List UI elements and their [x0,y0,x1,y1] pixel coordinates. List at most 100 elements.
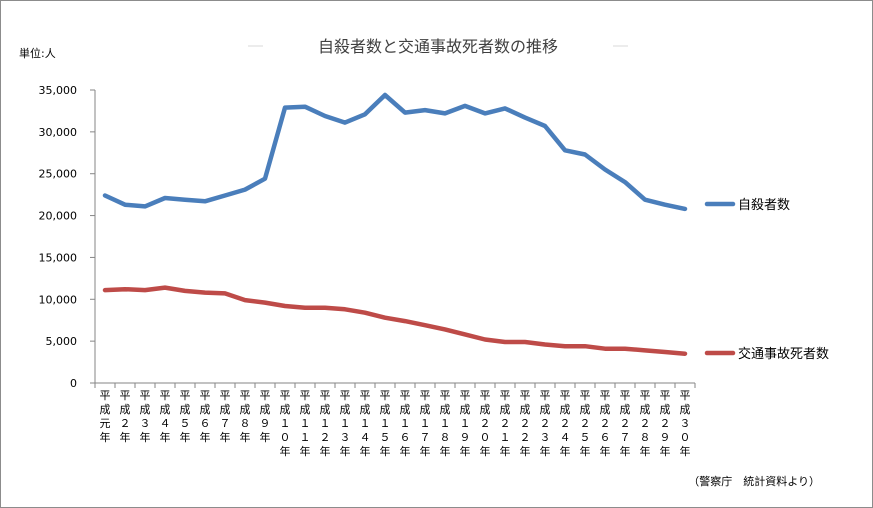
x-tick-label: 平成２８年 [640,389,651,458]
data-point [104,289,106,291]
data-point [284,305,286,307]
data-point [444,112,446,114]
y-axis-ticks: 0 5,000 10,000 15,000 20,000 25,000 30,000 35,0… [39,84,95,390]
data-point [404,320,406,322]
series-line-1 [102,92,688,212]
data-point [384,94,386,96]
data-point [524,341,526,343]
x-tick-label: 平成９年 [260,389,271,444]
data-point [284,107,286,109]
data-point [424,324,426,326]
data-point [204,200,206,202]
data-point [604,348,606,350]
x-tick-label: 平成６年 [200,389,211,444]
data-point [104,194,106,196]
y-tick-label: 20,000 [39,210,78,223]
series-line-2 [102,285,688,356]
data-point [664,204,666,206]
x-tick-label: 平成３０年 [680,389,691,458]
x-tick-label: 平成１７年 [420,389,431,458]
data-point [144,205,146,207]
data-point [264,302,266,304]
x-tick-label: 平成１１年 [300,389,311,458]
data-point [324,115,326,117]
data-point [584,153,586,155]
x-tick-label: 平成５年 [180,389,191,444]
data-point [244,299,246,301]
x-tick-label: 平成２４年 [560,389,571,458]
x-tick-label: 平成１４年 [360,389,371,458]
data-point [304,307,306,309]
data-point [484,338,486,340]
data-point [564,345,566,347]
data-point [124,288,126,290]
data-point [684,353,686,355]
data-point [464,105,466,107]
x-tick-label: 平成２年 [120,389,131,444]
data-point [364,312,366,314]
data-point [144,289,146,291]
x-tick-label: 平成１９年 [460,389,471,458]
data-point [484,112,486,114]
data-point [384,317,386,319]
data-point [624,348,626,350]
x-tick-label: 平成２３年 [540,389,551,458]
data-point [524,117,526,119]
data-point [644,199,646,201]
data-point [344,122,346,124]
chart-title: 自殺者数と交通事故死者数の推移 [318,37,558,56]
data-point [604,169,606,171]
x-tick-label: 平成１３年 [340,389,351,458]
series-lines [102,92,688,356]
x-tick-label: 平成元年 [100,389,111,444]
data-point [624,181,626,183]
x-tick-label: 平成１０年 [280,389,291,458]
data-point [404,112,406,114]
legend-label-1: 自殺者数 [738,198,790,213]
data-point [164,197,166,199]
x-tick-label: 平成２０年 [480,389,491,458]
x-tick-label: 平成２９年 [660,389,671,458]
y-tick-label: 30,000 [39,126,78,139]
data-point [124,204,126,206]
x-tick-label: 平成２６年 [600,389,611,458]
data-point [244,189,246,191]
data-point [544,343,546,345]
y-tick-label: 5,000 [46,335,78,348]
x-tick-label: 平成２７年 [620,389,631,458]
y-tick-label: 35,000 [39,84,78,97]
data-point [184,290,186,292]
data-point [304,106,306,108]
x-tick-label: 平成１５年 [380,389,391,458]
x-tick-label: 平成３年 [140,389,151,444]
x-tick-label: 平成８年 [240,389,251,444]
x-tick-label: 平成１２年 [320,389,331,458]
source-note: （警察庁 統計資料より） [688,474,820,488]
data-point [344,308,346,310]
data-point [224,194,226,196]
data-point [364,113,366,115]
data-point [204,292,206,294]
data-point [684,208,686,210]
data-point [644,349,646,351]
y-tick-label: 25,000 [39,168,78,181]
data-point [504,341,506,343]
data-point [424,109,426,111]
data-point [584,345,586,347]
axes [94,90,695,384]
data-point [184,199,186,201]
y-tick-label: 10,000 [39,293,78,306]
data-point [324,307,326,309]
data-point [224,292,226,294]
x-tick-label: 平成４年 [160,389,171,444]
x-tick-label: 平成７年 [220,389,231,444]
data-point [504,107,506,109]
x-tick-label: 平成２５年 [580,389,591,458]
legend-label-2: 交通事故死者数 [738,346,829,362]
data-point [564,149,566,151]
x-tick-label: 平成１８年 [440,389,451,458]
data-point [164,287,166,289]
